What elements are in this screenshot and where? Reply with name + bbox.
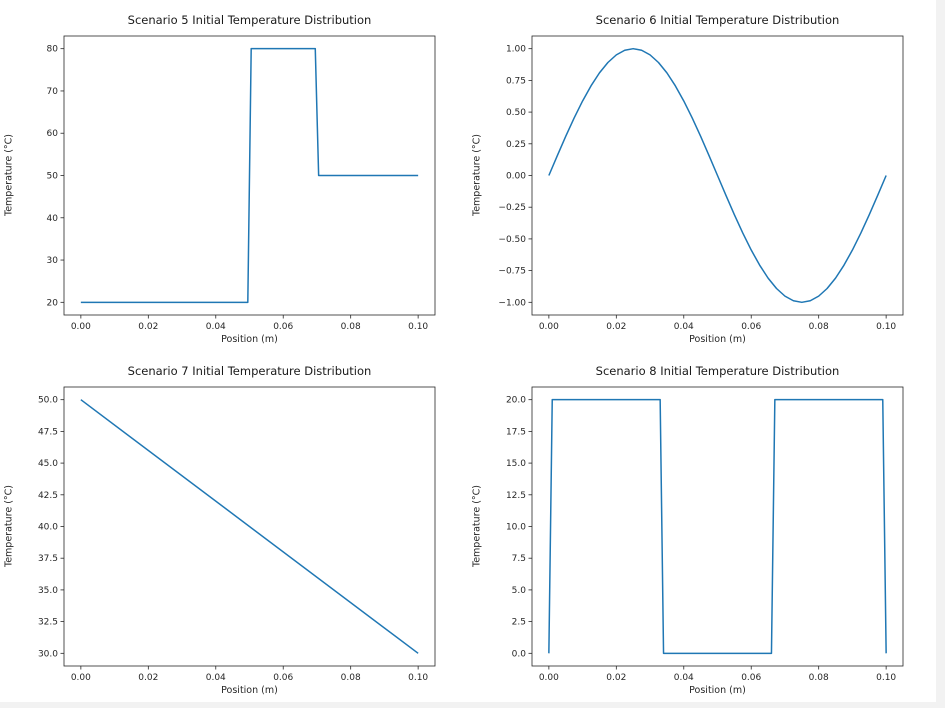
y-tick-label: 45.0 <box>38 459 58 469</box>
chart-title: Scenario 7 Initial Temperature Distribut… <box>127 364 372 378</box>
x-tick-label: 0.02 <box>138 322 158 332</box>
y-tick-label: 37.5 <box>38 554 58 564</box>
y-tick-label: 0.75 <box>506 76 526 86</box>
plot-border <box>531 35 904 316</box>
y-tick-label: 80 <box>47 45 59 55</box>
x-tick-label: 0.04 <box>206 322 226 332</box>
y-tick-label: 42.5 <box>38 491 58 501</box>
x-axis-label: Position (m) <box>221 685 278 696</box>
y-tick-label: 10.0 <box>506 523 526 533</box>
x-tick-label: 0.10 <box>408 322 428 332</box>
chart-title: Scenario 6 Initial Temperature Distribut… <box>595 13 840 27</box>
x-tick-label: 0.00 <box>539 673 559 683</box>
x-tick-label: 0.06 <box>741 673 761 683</box>
plot-svg: 0.00 0.02 0.04 0.06 0.08 0.10 0.0 2.5 5.0 7.5 10.0… <box>506 386 904 683</box>
x-tick-label: 0.06 <box>741 322 761 332</box>
data-line <box>548 47 887 304</box>
y-tick-label: 5.0 <box>512 586 527 596</box>
x-axis-label: Position (m) <box>689 685 746 696</box>
plot-svg: 0.00 0.02 0.04 0.06 0.08 0.10 20 30 40 50 60 70 80 <box>47 35 436 332</box>
x-tick-label: 0.02 <box>138 673 158 683</box>
x-tick-label: 0.08 <box>341 322 361 332</box>
y-tick-label: 40 <box>47 214 59 224</box>
y-tick-label: 1.00 <box>506 45 526 55</box>
x-axis-label: Position (m) <box>689 334 746 345</box>
chart-scenario-5: Scenario 5 Initial Temperature Distribut… <box>0 0 468 351</box>
y-tick-label: 20.0 <box>506 396 526 406</box>
y-tick-label: 70 <box>47 87 59 97</box>
y-tick-label: 2.5 <box>512 618 526 628</box>
y-tick-label: 0.0 <box>512 649 527 659</box>
y-tick-label: −0.25 <box>498 203 526 213</box>
x-tick-label: 0.06 <box>273 322 293 332</box>
y-tick-label: 47.5 <box>38 427 58 437</box>
x-tick-label: 0.10 <box>408 673 428 683</box>
x-tick-label: 0.02 <box>606 322 626 332</box>
plot-border <box>531 386 904 667</box>
plot-svg: 0.00 0.02 0.04 0.06 0.08 0.10 50.0 47.5 45.0 42.5… <box>38 386 436 683</box>
x-tick-label: 0.10 <box>876 673 896 683</box>
x-axis-label: Position (m) <box>221 334 278 345</box>
x-tick-label: 0.00 <box>539 322 559 332</box>
y-tick-label: 15.0 <box>506 459 526 469</box>
y-tick-label: 60 <box>47 129 59 139</box>
y-tick-label: 30 <box>47 256 59 266</box>
y-tick-label: 0.50 <box>506 108 526 118</box>
plot-svg: 0.00 0.02 0.04 0.06 0.08 0.10 1.00 0.75 0.50 0.25… <box>498 35 904 332</box>
x-tick-label: 0.04 <box>674 673 694 683</box>
y-tick-label: 50 <box>47 172 59 182</box>
data-line <box>548 398 887 655</box>
y-tick-label: 17.5 <box>506 427 526 437</box>
x-tick-label: 0.06 <box>273 673 293 683</box>
plot-border <box>63 35 436 316</box>
data-line <box>80 47 419 304</box>
x-tick-label: 0.08 <box>809 673 829 683</box>
y-tick-label: −0.75 <box>498 267 526 277</box>
y-tick-label: −1.00 <box>498 298 526 308</box>
y-tick-label: 50.0 <box>38 396 58 406</box>
chart-scenario-6: Scenario 6 Initial Temperature Distribut… <box>468 0 936 351</box>
y-tick-label: 7.5 <box>512 554 526 564</box>
y-tick-label: 40.0 <box>38 523 58 533</box>
y-tick-label: 35.0 <box>38 586 58 596</box>
y-tick-label: 12.5 <box>506 491 526 501</box>
x-tick-label: 0.00 <box>71 322 91 332</box>
x-tick-label: 0.10 <box>876 322 896 332</box>
y-tick-label: 0.00 <box>506 172 526 182</box>
chart-scenario-7: Scenario 7 Initial Temperature Distribut… <box>0 351 468 702</box>
chart-title: Scenario 8 Initial Temperature Distribut… <box>595 364 840 378</box>
y-tick-label: −0.50 <box>498 235 526 245</box>
x-tick-label: 0.04 <box>674 322 694 332</box>
x-tick-label: 0.08 <box>341 673 361 683</box>
x-tick-label: 0.08 <box>809 322 829 332</box>
y-tick-label: 20 <box>47 298 59 308</box>
y-tick-label: 30.0 <box>38 649 58 659</box>
plot-border <box>63 386 436 667</box>
chart-scenario-8: Scenario 8 Initial Temperature Distribut… <box>468 351 936 702</box>
y-tick-label: 32.5 <box>38 618 58 628</box>
data-line <box>80 399 419 654</box>
x-tick-label: 0.02 <box>606 673 626 683</box>
x-tick-label: 0.04 <box>206 673 226 683</box>
x-tick-label: 0.00 <box>71 673 91 683</box>
y-tick-label: 0.25 <box>506 140 526 150</box>
chart-title: Scenario 5 Initial Temperature Distribut… <box>127 13 372 27</box>
